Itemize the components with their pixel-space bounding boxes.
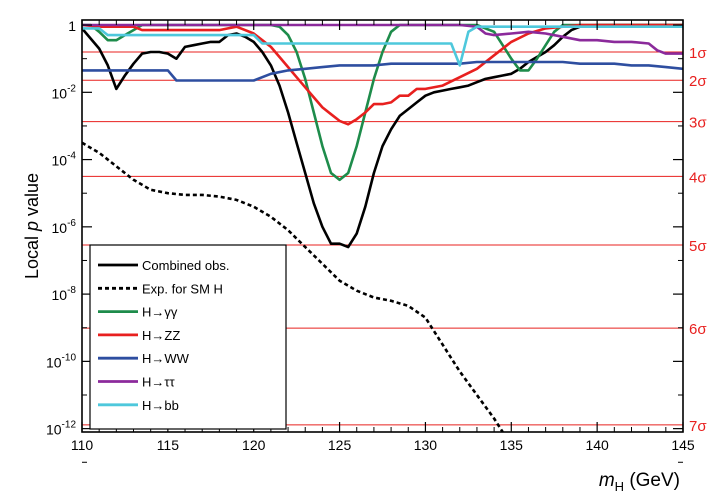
legend-label: H→γγ [142,305,178,320]
y-tick-exponent: -8 [67,285,76,296]
y-tick-base: 10 [52,287,68,303]
y-tick-base: 1 [68,18,76,34]
series-lines [82,23,683,432]
x-tick-label: 145 [671,437,695,453]
series-line-0 [82,23,683,249]
x-axis-title-unit: (GeV) [624,470,680,491]
sigma-label: 1σ [689,45,707,62]
legend-label: Combined obs. [142,258,229,273]
x-axis-title: mH (GeV) [599,470,680,494]
sigma-label: 4σ [689,169,707,186]
legend-label: H→bb [142,398,179,413]
y-tick-exponent: -4 [67,151,76,162]
y-axis-title-post: value [22,173,42,221]
y-axis-title: Local p value [22,173,42,279]
x-tick-label: 115 [157,437,180,453]
y-tick-label: 1 [68,18,76,34]
y-tick-base: 10 [46,422,62,438]
y-tick-exponent: -10 [62,352,77,363]
legend: Combined obs. Exp. for SM H H→γγ H→ZZ H→WW H→… [89,244,287,430]
series-line-3 [82,23,683,126]
legend-label: H→ZZ [142,328,180,343]
x-tick-label: 120 [242,437,266,453]
legend-label: H→WW [142,351,190,366]
y-tick-label: 10-2 [52,83,77,101]
x-tick-label: 135 [500,437,524,453]
y-tick-base: 10 [52,153,68,169]
x-axis-title-sub: H [615,479,624,494]
series-line-4 [82,60,683,82]
x-tick-label: 110 [71,437,94,453]
y-tick-label: 10-12 [46,420,76,438]
y-tick-base: 10 [46,354,62,370]
y-tick-base: 10 [52,220,68,236]
series-line-5 [82,23,683,55]
y-tick-label: 10-8 [52,285,77,303]
y-tick-label: 10-4 [52,151,77,169]
sigma-label: 6σ [689,321,707,338]
y-axis-title-pre: Local [22,231,42,279]
series-line-1 [82,141,504,432]
legend-label: H→ττ [142,375,176,390]
x-tick-label: 130 [414,437,438,453]
y-tick-label: 10-6 [52,218,77,236]
sigma-label: 7σ [689,418,707,435]
y-tick-exponent: -2 [67,83,76,94]
y-tick-exponent: -12 [62,420,77,431]
axis-ticks: 110 115 120 125 130 135 140 145110-210-410-610-… [46,18,695,463]
y-tick-label: 10-10 [46,352,76,370]
legend-label: Exp. for SM H [142,281,223,296]
sigma-label: 2σ [689,73,707,90]
y-axis-title-var: p [22,221,42,232]
series-line-6 [82,25,683,67]
sigma-label: 5σ [689,238,707,255]
y-tick-base: 10 [52,85,68,101]
legend-box [89,244,287,430]
plot-frame [81,19,684,433]
y-tick-exponent: -6 [67,218,76,229]
series-line-2 [82,23,683,182]
x-tick-label: 140 [585,437,609,453]
x-axis-title-var: m [599,470,615,491]
x-tick-label: 125 [328,437,352,453]
sigma-label: 3σ [689,115,707,132]
